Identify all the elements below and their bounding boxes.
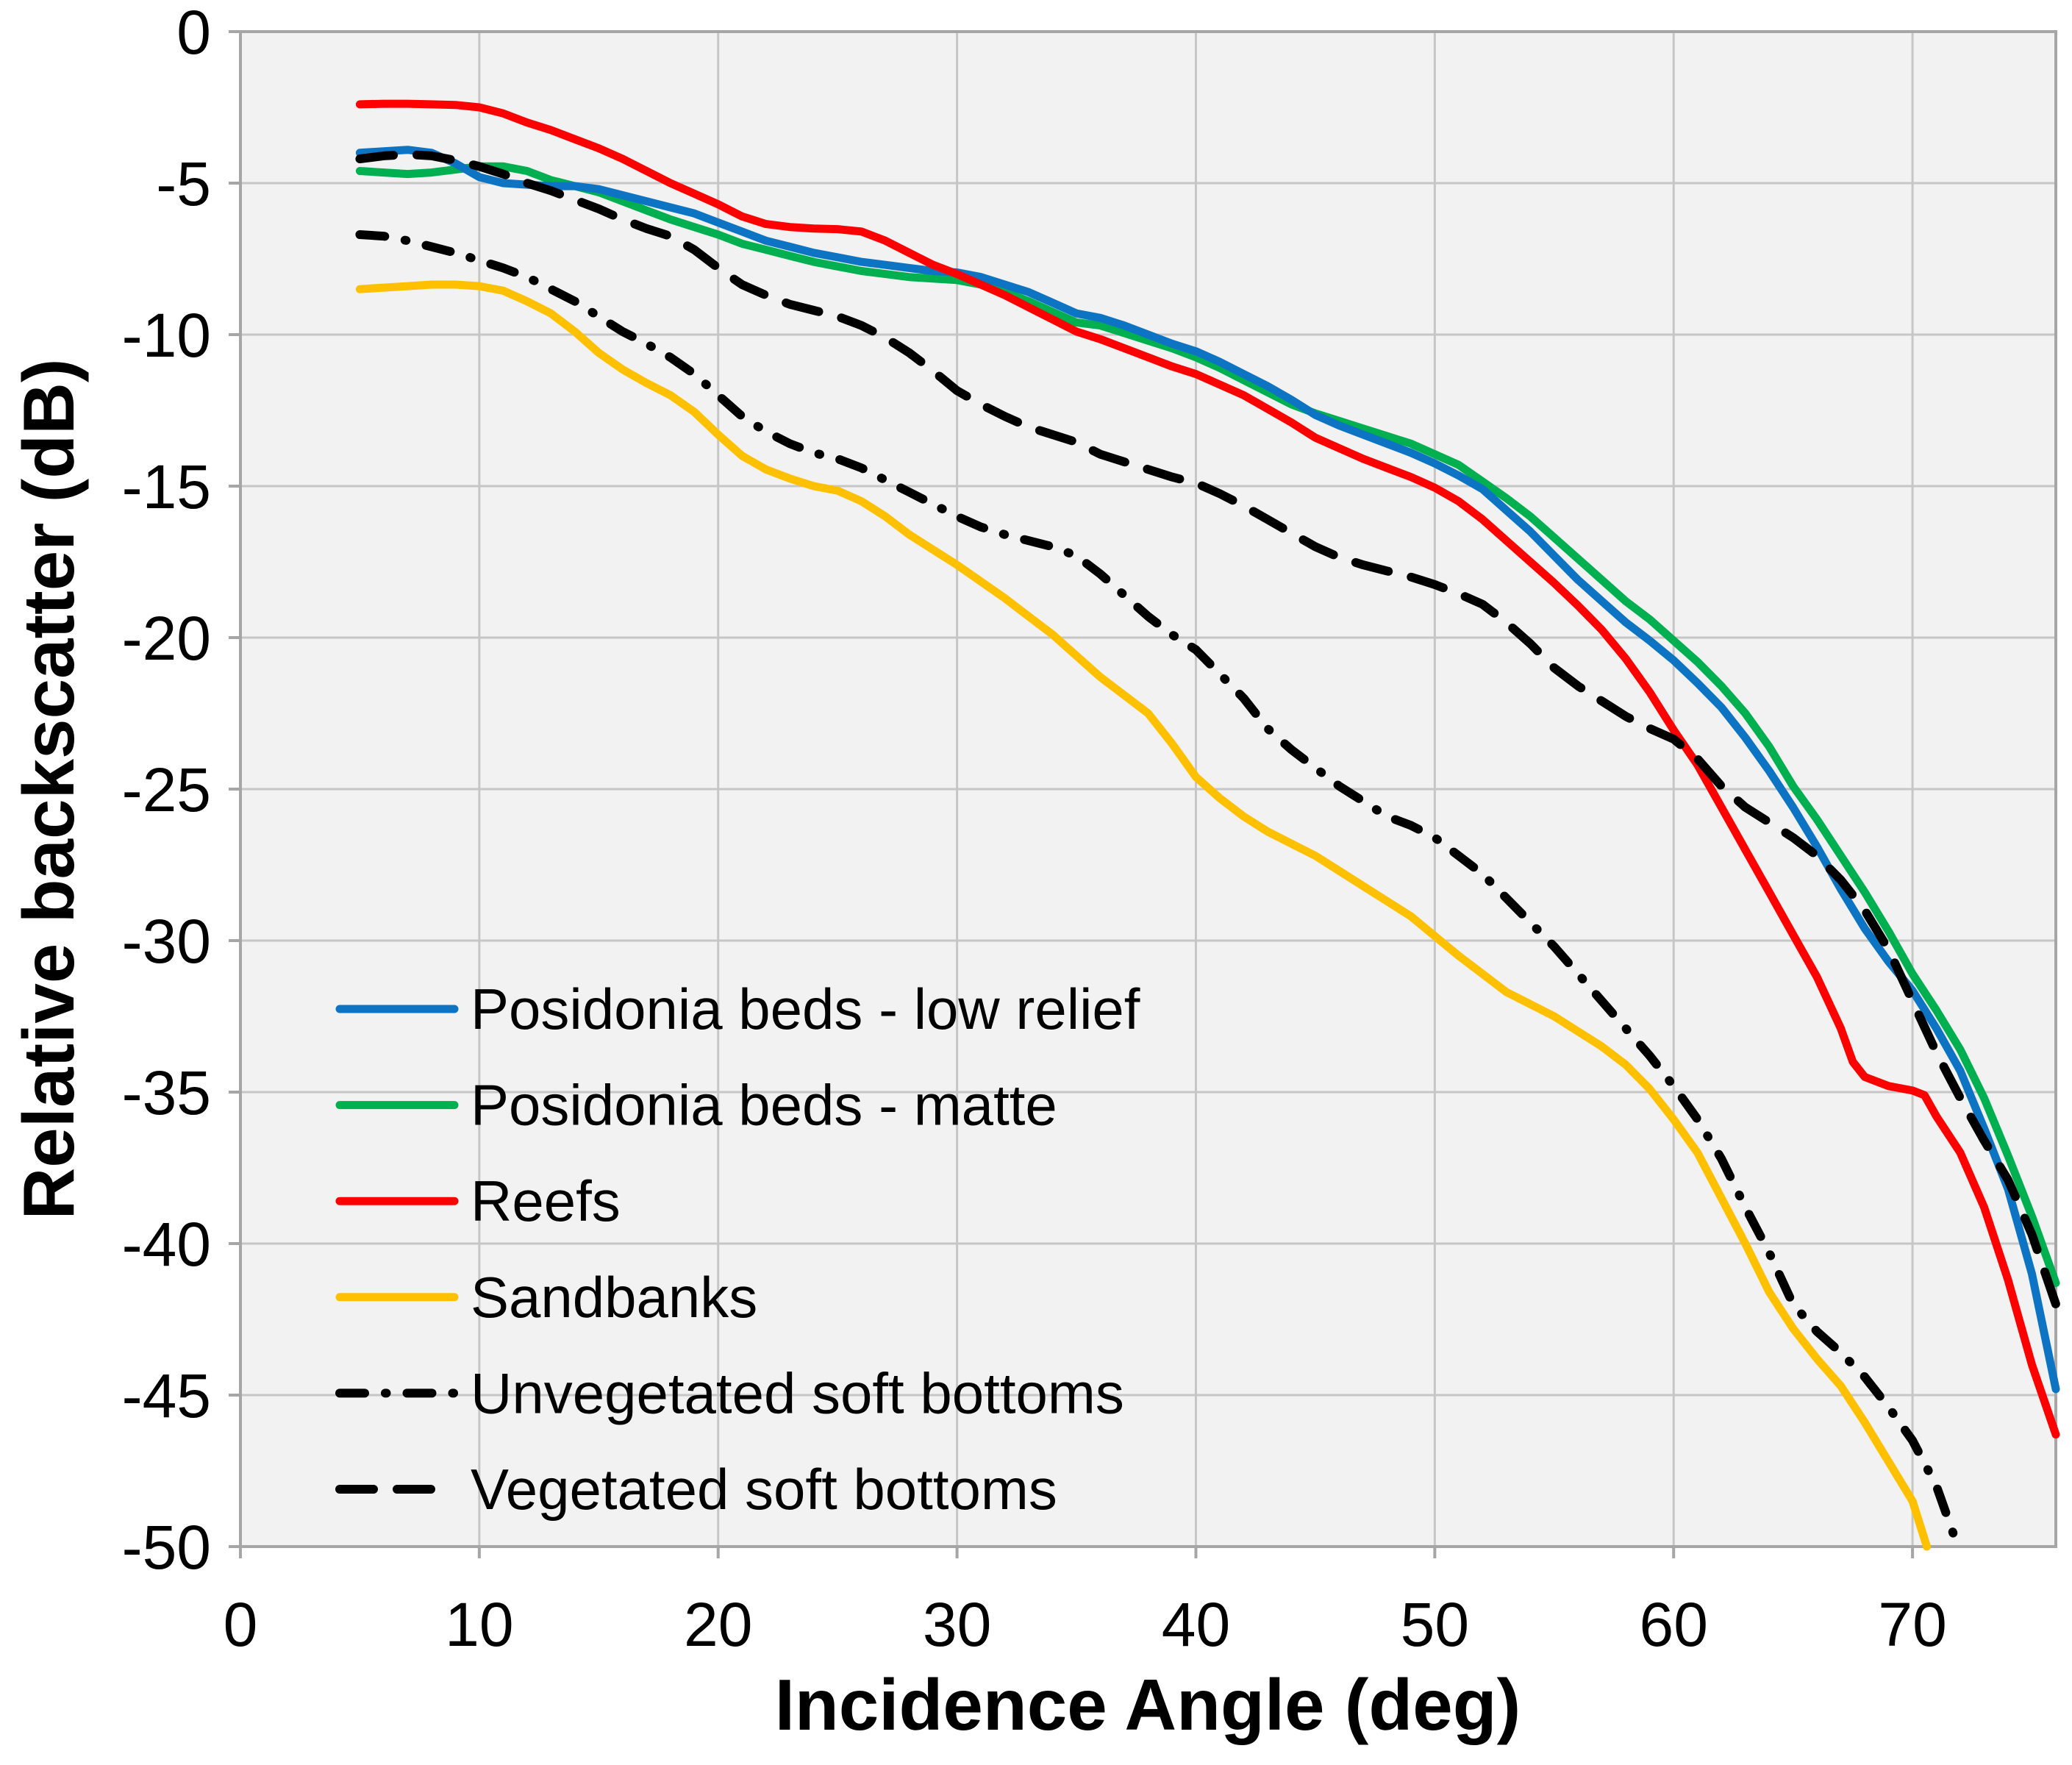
y-tick-label: -45 <box>122 1361 211 1430</box>
x-tick-label: 0 <box>224 1590 258 1659</box>
axis-ticks <box>229 30 1915 1558</box>
y-tick-label: -30 <box>122 907 211 976</box>
series-lines <box>355 99 2060 1551</box>
x-axis-title: Incidence Angle (deg) <box>775 1664 1521 1745</box>
y-axis-title: Relative backscatter (dB) <box>8 358 89 1219</box>
series-line-sandbanks <box>355 280 1932 1551</box>
y-tick-label: -25 <box>122 755 211 824</box>
x-tick-label: 60 <box>1639 1590 1707 1659</box>
x-tick-label: 10 <box>445 1590 513 1659</box>
x-tick-label: 20 <box>684 1590 752 1659</box>
y-axis-tick-labels: 0 -5 -10 -15 -20 -25 -30 -35 -40 -45 -50 <box>122 0 211 1582</box>
x-axis-tick-labels: 0 10 20 30 40 50 60 70 <box>224 1590 1947 1659</box>
legend-label: Vegetated soft bottoms <box>471 1457 1057 1522</box>
legend-label: Sandbanks <box>471 1265 757 1330</box>
y-tick-label: -50 <box>122 1513 211 1582</box>
y-tick-label: -40 <box>122 1210 211 1279</box>
series-line-posidonia-beds-low-relief <box>355 146 2060 1394</box>
y-tick-label: -35 <box>122 1058 211 1127</box>
series-line-unvegetated-soft-bottoms <box>355 230 1962 1551</box>
y-tick-label: -5 <box>156 149 211 218</box>
y-tick-label: -20 <box>122 604 211 673</box>
chart-legend: Posidonia beds - low relief Posidonia bed… <box>335 977 1140 1522</box>
x-tick-label: 40 <box>1162 1590 1230 1659</box>
legend-label: Posidonia beds - matte <box>471 1073 1057 1138</box>
series-line-vegetated-soft-bottoms <box>355 149 2060 1309</box>
legend-label: Posidonia beds - low relief <box>471 977 1140 1041</box>
legend-label: Reefs <box>471 1169 621 1233</box>
series-line-posidonia-beds-matte <box>355 162 2060 1288</box>
legend-label: Unvegetated soft bottoms <box>471 1361 1124 1425</box>
y-tick-label: 0 <box>176 0 211 67</box>
x-tick-label: 30 <box>923 1590 991 1659</box>
x-tick-label: 50 <box>1401 1590 1469 1659</box>
y-tick-label: -10 <box>122 301 211 370</box>
y-tick-label: -15 <box>122 452 211 521</box>
series-line-reefs <box>355 99 2060 1439</box>
x-tick-label: 70 <box>1878 1590 1946 1659</box>
